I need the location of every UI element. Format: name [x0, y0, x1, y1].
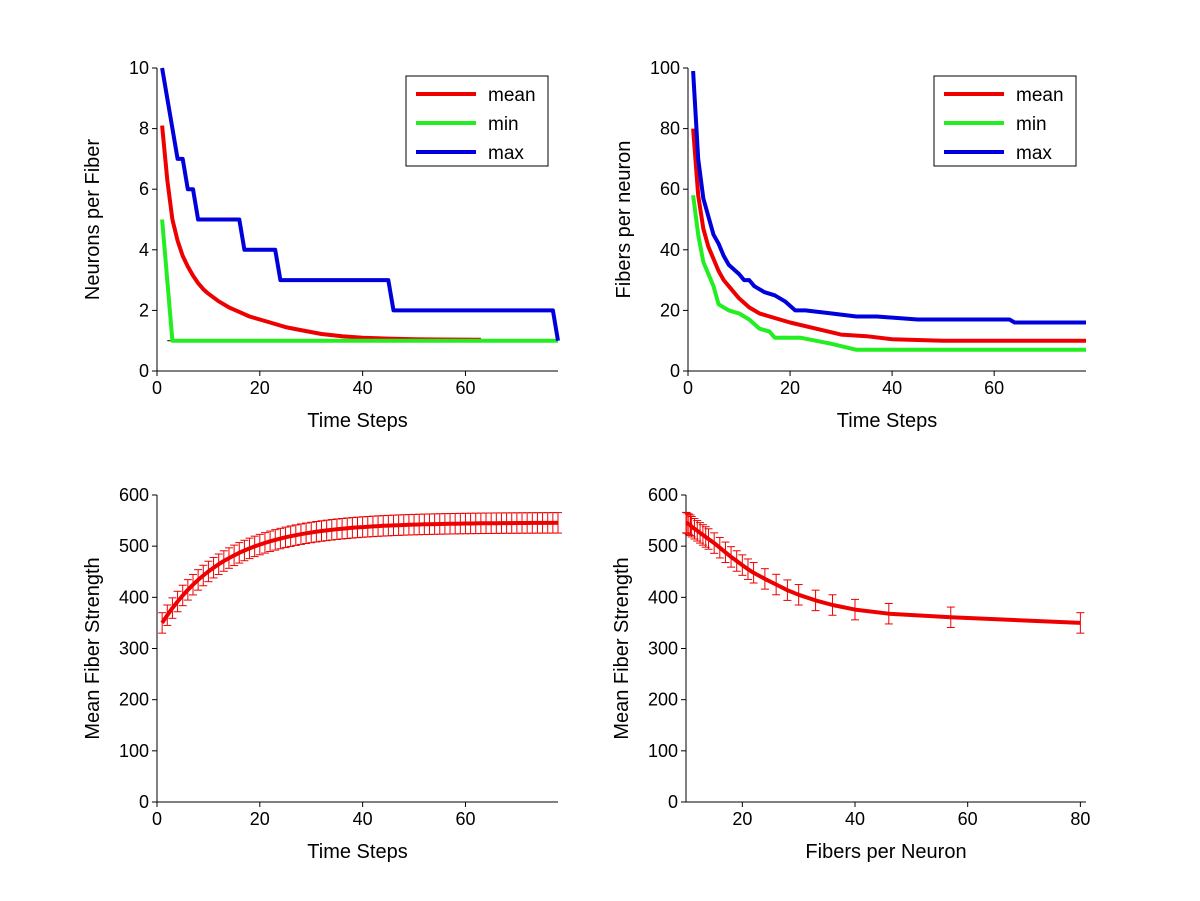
legend: mean min max	[405, 75, 549, 167]
y-tick-label: 4	[139, 240, 149, 260]
x-tick-label: 0	[152, 809, 162, 829]
x-tick-label: 60	[958, 809, 978, 829]
y-axis-label: Mean Fiber Strength	[611, 557, 633, 739]
series-mean-line	[685, 520, 1081, 625]
x-tick-label: 60	[455, 378, 475, 398]
y-tick-label: 0	[668, 792, 678, 812]
chart-p1: 0 20 40 60 0 2 4 6 8 10 Time Steps Neurons per Fibe…	[82, 58, 560, 432]
y-axis-label: Neurons per Fiber	[82, 139, 104, 301]
legend-label-min: min	[1016, 114, 1047, 135]
legend: mean min max	[933, 75, 1077, 167]
x-tick-label: 40	[845, 809, 865, 829]
y-tick-label: 500	[119, 536, 149, 556]
x-tick-label: 20	[732, 809, 752, 829]
x-tick-label: 60	[984, 378, 1004, 398]
y-tick-label: 80	[660, 119, 680, 139]
chart-p2: 0 20 40 60 0 20 40 60 80 100 Time Steps Fibers per …	[613, 58, 1086, 432]
series-max-line	[160, 67, 560, 342]
y-tick-label: 200	[119, 690, 149, 710]
y-tick-label: 100	[650, 58, 680, 78]
x-tick-label: 40	[353, 378, 373, 398]
x-axis-label: Fibers per Neuron	[805, 841, 966, 863]
x-tick-label: 20	[780, 378, 800, 398]
y-tick-label: 20	[660, 300, 680, 320]
y-tick-label: 500	[648, 536, 678, 556]
y-tick-label: 300	[648, 639, 678, 659]
series-min-line	[160, 219, 558, 343]
y-tick-label: 400	[648, 587, 678, 607]
y-tick-label: 2	[139, 300, 149, 320]
y-tick-label: 0	[139, 792, 149, 812]
x-tick-label: 60	[455, 809, 475, 829]
series-min-line	[691, 195, 1086, 352]
chart-p4: 20 40 60 80 0 100 200 300 400 500 600 Fibers per Ne…	[611, 485, 1090, 863]
series-mean-line	[160, 125, 481, 342]
y-axis-label: Mean Fiber Strength	[82, 557, 104, 739]
x-tick-label: 20	[250, 809, 270, 829]
y-tick-label: 60	[660, 179, 680, 199]
x-tick-label: 0	[152, 378, 162, 398]
x-tick-label: 40	[882, 378, 902, 398]
x-axis-label: Time Steps	[837, 410, 937, 432]
x-tick-label: 0	[683, 378, 693, 398]
y-tick-label: 10	[129, 58, 149, 78]
y-tick-label: 6	[139, 179, 149, 199]
y-tick-label: 40	[660, 240, 680, 260]
y-axis-label: Fibers per neuron	[613, 141, 635, 299]
y-tick-label: 400	[119, 587, 149, 607]
legend-label-max: max	[1016, 143, 1052, 164]
y-tick-label: 100	[119, 741, 149, 761]
series-mean-line	[691, 128, 1086, 343]
x-tick-label: 80	[1070, 809, 1090, 829]
series-max-line	[691, 70, 1086, 325]
y-tick-label: 300	[119, 639, 149, 659]
y-tick-label: 600	[648, 485, 678, 505]
legend-label-min: min	[488, 114, 519, 135]
x-tick-label: 20	[250, 378, 270, 398]
y-tick-label: 100	[648, 741, 678, 761]
x-axis-label: Time Steps	[307, 841, 407, 863]
x-axis-label: Time Steps	[307, 410, 407, 432]
y-tick-label: 200	[648, 690, 678, 710]
legend-label-max: max	[488, 143, 524, 164]
y-tick-label: 600	[119, 485, 149, 505]
legend-label-mean: mean	[1016, 85, 1064, 106]
legend-label-mean: mean	[488, 85, 536, 106]
series-mean-line	[160, 520, 559, 625]
x-tick-label: 40	[353, 809, 373, 829]
y-tick-label: 0	[139, 361, 149, 381]
y-tick-label: 8	[139, 119, 149, 139]
y-tick-label: 0	[670, 361, 680, 381]
